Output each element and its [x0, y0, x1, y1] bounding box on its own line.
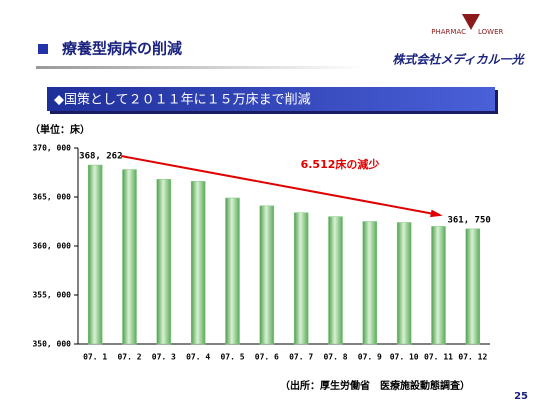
x-tick-label: 07. 1 — [83, 353, 107, 362]
x-tick-label: 07. 9 — [358, 353, 382, 362]
logo-text: PHARMAC — [431, 28, 466, 36]
x-tick-label: 07. 2 — [117, 353, 141, 362]
annotation: 6.512床の減少 — [301, 157, 380, 171]
unit-label: （単位：床） — [30, 123, 90, 136]
x-tick-label: 07. 5 — [220, 353, 244, 362]
x-tick-label: 07. 12 — [458, 353, 487, 362]
x-tick-label: 07. 10 — [390, 353, 419, 362]
bar — [431, 226, 446, 345]
bar — [396, 222, 412, 345]
banner — [47, 87, 495, 111]
bar — [328, 216, 343, 345]
bar — [87, 164, 103, 345]
y-tick-label: 360, 000 — [32, 242, 71, 251]
y-tick-label: 355, 000 — [32, 291, 71, 300]
arrow-head — [430, 209, 443, 218]
bar — [259, 205, 275, 345]
bar — [293, 212, 309, 345]
bar — [225, 197, 240, 345]
x-tick-label: 07. 3 — [152, 353, 176, 362]
company-name: 株式会社メディカル一光 — [392, 53, 525, 67]
y-tick-label: 370, 000 — [32, 144, 71, 153]
x-tick-label: 07. 7 — [289, 353, 313, 362]
y-tick-label: 365, 000 — [32, 193, 71, 202]
title-icon — [38, 44, 48, 54]
x-tick-label: 07. 6 — [255, 353, 279, 362]
value-label: 368, 262 — [79, 152, 122, 162]
bar — [122, 169, 137, 345]
plot: 350, 000 355, 000 360, 000 365, 000 370, 000… — [32, 144, 490, 362]
bar — [362, 221, 378, 345]
source: （出所：厚生労働省 医療施設動態調査） — [280, 379, 470, 392]
x-tick-label: 07. 8 — [323, 353, 347, 362]
banner-text: ◆国策として２０１１年に１５万床まで削減 — [54, 92, 311, 108]
logo-mark — [462, 14, 480, 30]
page-number: 25 — [514, 391, 528, 402]
trend-arrow — [120, 155, 440, 216]
y-tick-label: 350, 000 — [32, 340, 71, 349]
bar — [156, 179, 172, 345]
value-label: 361, 750 — [447, 215, 490, 225]
x-tick-label: 07. 4 — [186, 353, 210, 362]
title-rule — [36, 66, 366, 69]
logo-text: LOWER — [478, 28, 504, 36]
bar — [465, 228, 481, 345]
bar — [190, 181, 206, 345]
slide-title: 療養型病床の削減 — [62, 40, 182, 58]
x-tick-label: 07. 11 — [424, 353, 453, 362]
